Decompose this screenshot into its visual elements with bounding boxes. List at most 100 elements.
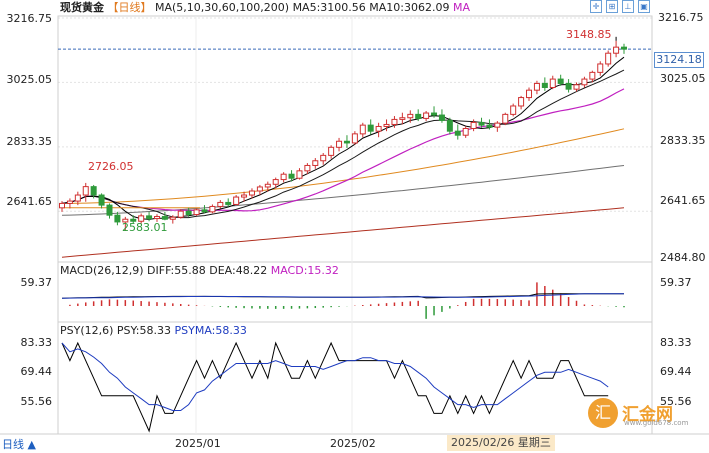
- chart-toolbar: ✛ ⊞ ⊥ ▣: [590, 0, 650, 16]
- candle-body: [518, 97, 525, 107]
- candle-body: [478, 121, 485, 126]
- ma-extra: MA: [453, 1, 471, 14]
- candlestick-series: [59, 36, 627, 231]
- tick-label: 69.44: [660, 365, 692, 378]
- macd-value: MACD:15.32: [270, 264, 339, 277]
- macd-dea: DEA:48.22: [209, 264, 268, 277]
- candle-body: [423, 112, 430, 119]
- candle-body: [549, 78, 556, 88]
- candle-body: [114, 214, 121, 223]
- candle-body: [122, 218, 129, 223]
- tick-label: 69.44: [20, 365, 53, 378]
- tick-label: 59.37: [20, 276, 53, 289]
- candle-body: [557, 78, 564, 84]
- candle-body: [383, 123, 390, 127]
- low-annotation: 2583.01: [122, 221, 168, 234]
- tick-label: 83.33: [20, 336, 53, 349]
- period-label[interactable]: 【日线】: [107, 1, 152, 14]
- candle-body: [130, 218, 137, 222]
- candle-body: [541, 82, 548, 88]
- pin-icon[interactable]: ⊥: [622, 0, 634, 13]
- candle-body: [589, 71, 596, 80]
- tick-label: 3025.05: [6, 73, 53, 86]
- watermark-logo: 汇 汇金网 www.gold678.com: [588, 398, 698, 430]
- candle-body: [470, 121, 477, 129]
- candle-body: [359, 124, 366, 135]
- early-high-annotation: 2726.05: [88, 160, 134, 173]
- tick-label: 83.33: [660, 336, 692, 349]
- candle-body: [161, 216, 168, 220]
- psy-header: PSY(12,6) PSY:58.33 PSYMA:58.33: [60, 324, 247, 338]
- candle-body: [264, 183, 271, 188]
- psy-line: [61, 341, 609, 433]
- candle-body: [256, 186, 263, 192]
- psy-title: PSY(12,6): [60, 324, 114, 337]
- tick-label: 3216.75: [6, 12, 53, 25]
- period-toggle-button[interactable]: 日线 ▲: [2, 438, 36, 451]
- candle-body: [486, 124, 493, 128]
- watermark-url: www.gold678.com: [624, 419, 689, 427]
- candle-body: [454, 130, 461, 136]
- candle-body: [138, 215, 145, 222]
- hover-date-label: 2025/02/26 星期三: [447, 435, 555, 451]
- tick-label: 55.56: [660, 395, 692, 408]
- candle-body: [431, 112, 438, 116]
- candle-body: [146, 215, 153, 220]
- candle-body: [201, 209, 208, 213]
- candle-body: [399, 117, 406, 120]
- price-axis-right: 2833.35: [660, 134, 706, 147]
- macd-header: MACD(26,12,9) DIFF:55.88 DEA:48.22 MACD:…: [60, 264, 339, 278]
- price-axis-right: 3216.75: [658, 11, 704, 24]
- fullscreen-icon[interactable]: ▣: [638, 0, 650, 13]
- candle-body: [613, 46, 620, 54]
- candle-body: [185, 210, 192, 216]
- candle-body: [90, 186, 97, 196]
- candle-body: [288, 173, 295, 179]
- chart-header: 现货黄金 【日线】 MA(5,10,30,60,100,200) MA5:310…: [60, 1, 470, 15]
- psyma-value: PSYMA:58.33: [174, 324, 247, 337]
- candle-body: [343, 140, 350, 144]
- candle-body: [494, 122, 501, 128]
- candle-body: [66, 200, 73, 204]
- chart-grid: [0, 15, 709, 435]
- candle-body: [502, 113, 509, 124]
- tick-label: 2484.80: [660, 251, 706, 264]
- tick-label: 59.37: [660, 276, 692, 289]
- candle-body: [272, 179, 279, 185]
- candle-body: [59, 202, 65, 209]
- tick-label: 2641.65: [660, 194, 706, 207]
- candle-body: [177, 210, 184, 218]
- price-axis-right: 3025.05: [660, 72, 706, 85]
- candle-body: [169, 216, 176, 220]
- candle-body: [233, 196, 240, 205]
- candle-body: [438, 114, 445, 121]
- tick-label: 3216.75: [658, 11, 704, 24]
- candle-body: [312, 160, 319, 166]
- candle-body: [320, 154, 327, 162]
- candle-body: [597, 63, 604, 73]
- psy-panel-frame: [57, 321, 653, 435]
- candle-body: [462, 127, 469, 136]
- candle-body: [82, 186, 89, 196]
- candle-body: [209, 205, 216, 213]
- candle-body: [74, 194, 81, 202]
- ma10-value: MA10:3062.09: [369, 1, 450, 14]
- macd-dea-line: [61, 293, 624, 299]
- macd-indicator: [61, 282, 625, 319]
- candle-body: [375, 125, 382, 132]
- zoom-in-icon[interactable]: ⊞: [606, 0, 618, 13]
- candle-body: [351, 133, 358, 144]
- candle-body: [280, 173, 287, 181]
- tick-label: 2641.65: [6, 195, 53, 208]
- candle-body: [621, 46, 627, 50]
- tick-label: 55.56: [20, 395, 53, 408]
- candle-body: [296, 170, 303, 179]
- candle-body: [573, 84, 580, 90]
- candle-body: [328, 146, 335, 156]
- candle-body: [336, 140, 343, 148]
- current-price-tag: 3124.18: [654, 52, 704, 68]
- ma10-line: [61, 69, 625, 219]
- crosshair-icon[interactable]: ✛: [590, 0, 602, 13]
- candle-body: [193, 209, 200, 216]
